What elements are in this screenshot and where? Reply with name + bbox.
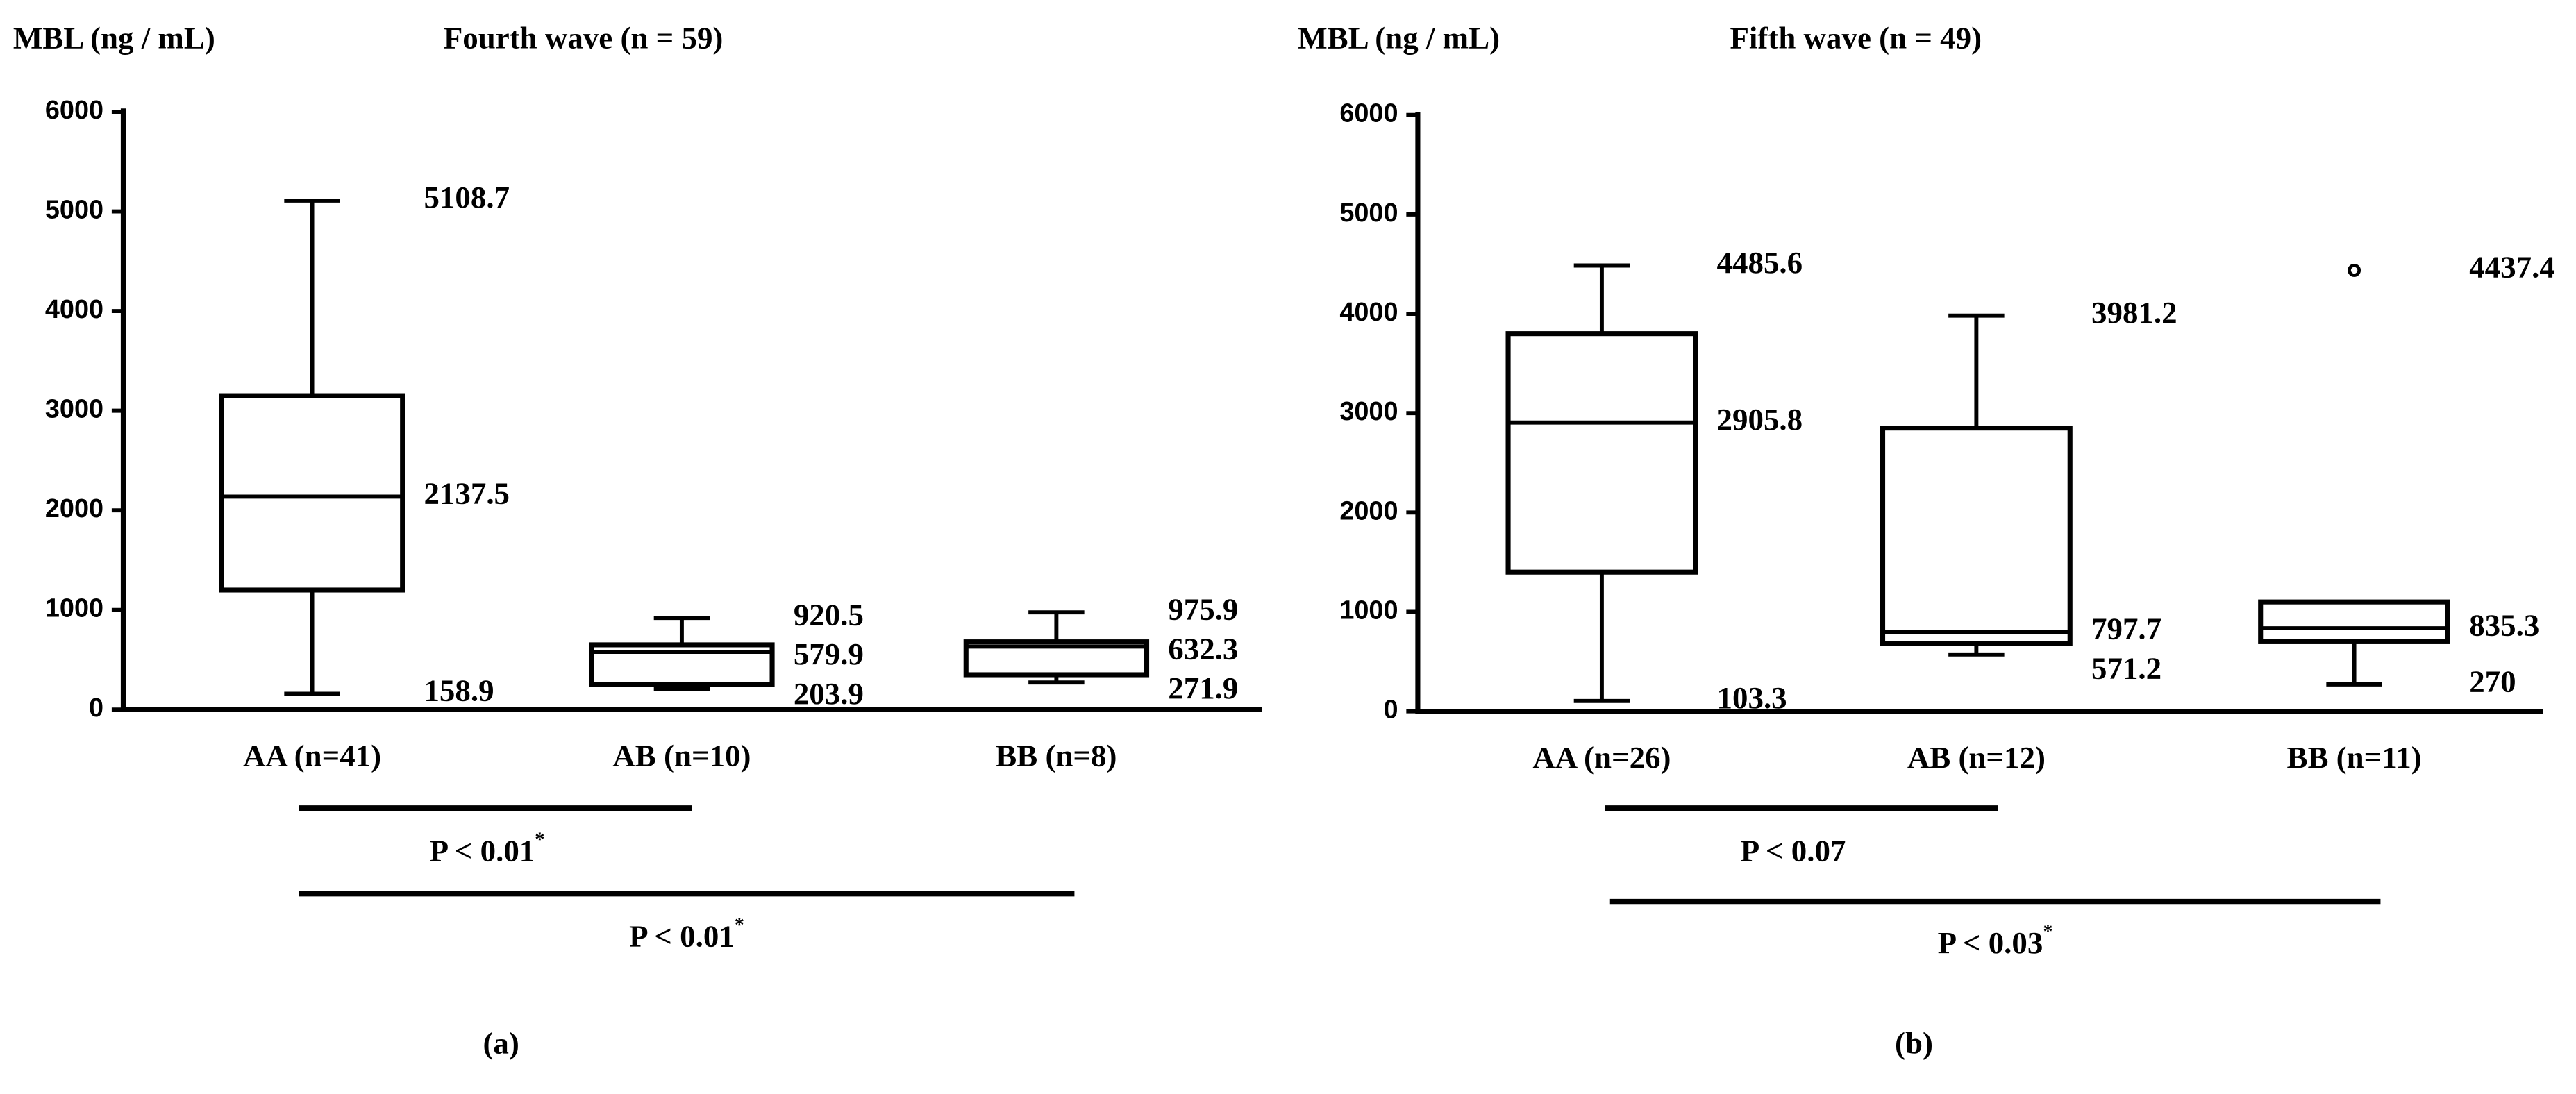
chart-title: Fifth wave (n = 49) [1730, 21, 1982, 56]
value-label: 4437.4 [2469, 250, 2555, 285]
p-value: P < 0.07 [1741, 834, 1846, 868]
x-tick-label: AB (n=10) [612, 739, 751, 773]
p-value-text: P < 0.03 [1938, 925, 2043, 960]
outlier [2348, 263, 2361, 277]
value-label: 975.9 [1168, 591, 1238, 626]
panel-label: (b) [1895, 1026, 1933, 1061]
p-value-sup: * [535, 829, 544, 850]
y-tick-label: 3000 [45, 395, 103, 424]
p-value-sup: * [2043, 921, 2052, 943]
x-tick-label: BB (n=8) [996, 739, 1116, 773]
value-label: 3981.2 [2091, 295, 2177, 330]
panel-label-text: (a) [483, 1026, 519, 1061]
box [1505, 331, 1698, 575]
value-label: 271.9 [1168, 671, 1238, 705]
y-tick-label: 1000 [45, 594, 103, 623]
y-tick-label: 4000 [45, 295, 103, 324]
y-axis-label: MBL (ng / mL) [1298, 21, 1500, 56]
value-label: 5108.7 [424, 180, 510, 214]
x-tick-label: AA (n=41) [243, 739, 381, 773]
y-tick-label: 2000 [1339, 496, 1398, 525]
p-value-text: P < 0.01 [629, 919, 735, 954]
value-label: 4485.6 [1717, 245, 1803, 280]
value-label: 632.3 [1168, 631, 1238, 666]
y-tick-label: 0 [89, 693, 103, 723]
p-value: P < 0.03* [1938, 921, 2053, 961]
p-value-sup: * [735, 914, 744, 936]
value-label: 158.9 [424, 673, 494, 708]
panel-label: (a) [483, 1026, 519, 1061]
value-label: 920.5 [794, 597, 864, 632]
p-value-text: P < 0.07 [1741, 834, 1846, 868]
y-tick-label: 5000 [1339, 199, 1398, 228]
value-label: 579.9 [794, 637, 864, 671]
p-value: P < 0.01* [629, 914, 744, 954]
value-label: 835.3 [2469, 607, 2539, 642]
y-tick-label: 5000 [45, 196, 103, 225]
y-tick-label: 4000 [1339, 298, 1398, 327]
x-tick-label: BB (n=11) [2286, 740, 2421, 775]
box [589, 642, 775, 687]
y-tick-label: 0 [1383, 696, 1398, 725]
value-label: 203.9 [794, 676, 864, 711]
y-tick-label: 1000 [1339, 596, 1398, 625]
panel-label-text: (b) [1895, 1026, 1933, 1061]
value-label: 2137.5 [424, 476, 510, 511]
value-label: 103.3 [1717, 680, 1787, 715]
value-label: 797.7 [2091, 612, 2161, 646]
p-value-text: P < 0.01 [430, 834, 535, 868]
box [1880, 426, 2073, 646]
y-tick-label: 3000 [1339, 397, 1398, 426]
value-label: 270 [2469, 664, 2516, 698]
y-tick-label: 6000 [1339, 99, 1398, 128]
y-tick-label: 6000 [45, 96, 103, 125]
x-tick-label: AA (n=26) [1532, 740, 1671, 775]
x-tick-label: AB (n=12) [1907, 740, 2046, 775]
box [963, 639, 1150, 678]
y-axis-label: MBL (ng / mL) [13, 21, 215, 56]
value-label: 571.2 [2091, 651, 2161, 686]
box [2258, 599, 2450, 644]
value-label: 2905.8 [1717, 402, 1803, 437]
box [219, 393, 405, 593]
chart-title: Fourth wave (n = 59) [444, 21, 724, 56]
y-tick-label: 2000 [45, 494, 103, 523]
p-value: P < 0.01* [430, 829, 545, 868]
